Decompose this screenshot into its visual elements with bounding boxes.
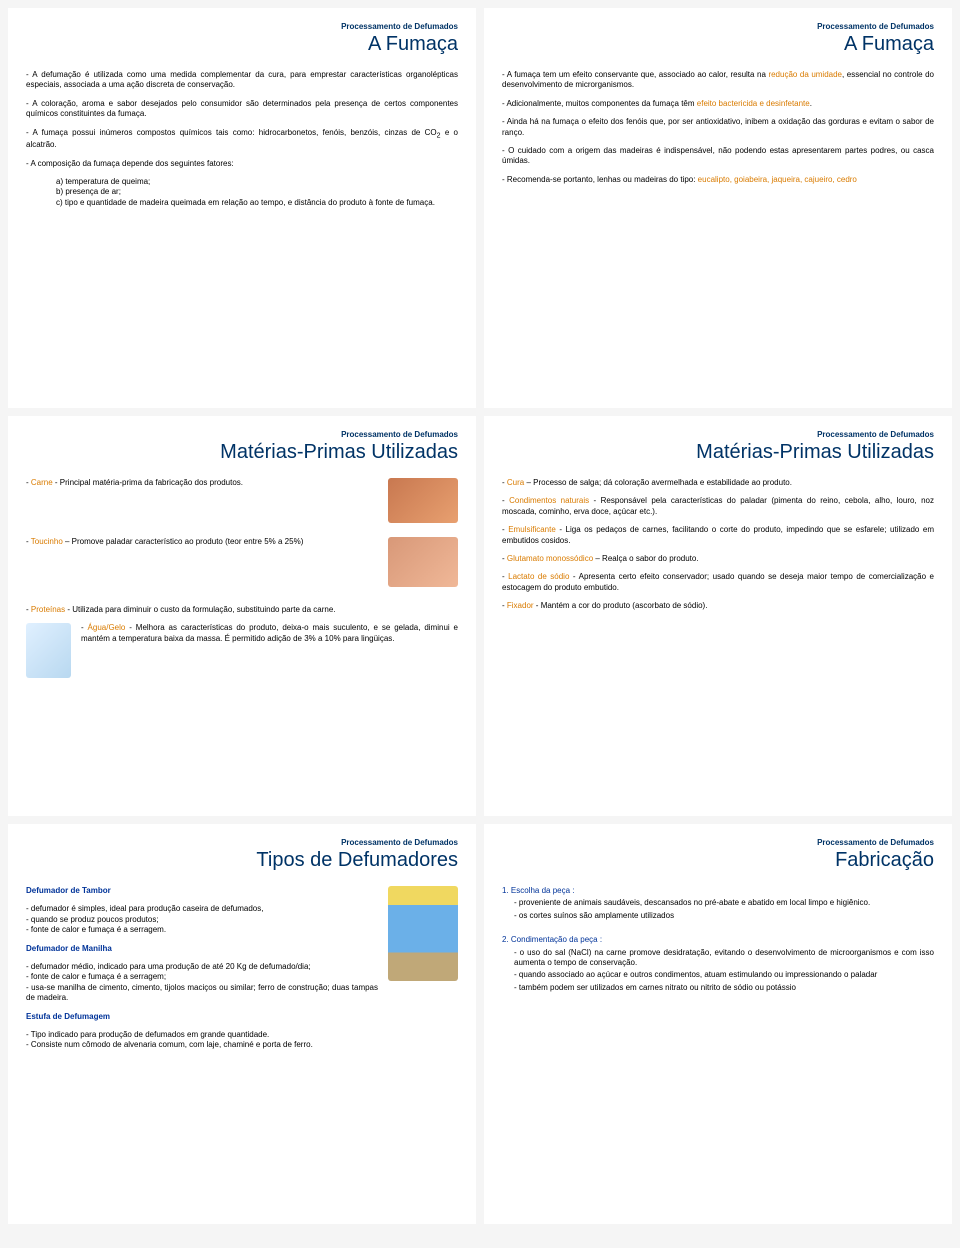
meat-image — [388, 478, 458, 523]
slide-3: Processamento de Defumados Matérias-Prim… — [8, 416, 476, 816]
slide-title: Matérias-Primas Utilizadas — [26, 441, 458, 464]
slide-title: A Fumaça — [502, 33, 934, 56]
paragraph: - A fumaça tem um efeito conservante que… — [502, 70, 934, 91]
slide-content: - A defumação é utilizada como uma medid… — [26, 70, 458, 208]
smoker-image — [388, 886, 458, 981]
paragraph: - Ainda há na fumaça o efeito dos fenóis… — [502, 117, 934, 138]
paragraph: - Proteínas - Utilizada para diminuir o … — [26, 605, 458, 615]
slide-category: Processamento de Defumados — [26, 838, 458, 847]
paragraph: - A defumação é utilizada como uma medid… — [26, 70, 458, 91]
paragraph: - Consiste num cômodo de alvenaria comum… — [26, 1040, 458, 1050]
slide-content: - Cura – Processo de salga; dá coloração… — [502, 478, 934, 612]
slide-header: Processamento de Defumados A Fumaça — [26, 22, 458, 56]
paragraph: - Tipo indicado para produção de defumad… — [26, 1030, 458, 1040]
paragraph: - Glutamato monossódico – Realça o sabor… — [502, 554, 934, 564]
paragraph: - usa-se manilha de cimento, cimento, ti… — [26, 983, 458, 1004]
paragraph: - quando associado ao açúcar e outros co… — [502, 970, 934, 980]
paragraph: - A coloração, aroma e sabor desejados p… — [26, 99, 458, 120]
slide-header: Processamento de Defumados Tipos de Defu… — [26, 838, 458, 872]
slides-grid: Processamento de Defumados A Fumaça - A … — [8, 8, 952, 1224]
slide-2: Processamento de Defumados A Fumaça - A … — [484, 8, 952, 408]
factor-list: a) temperatura de queima; b) presença de… — [26, 177, 458, 208]
slide-title: Fabricação — [502, 849, 934, 872]
slide-category: Processamento de Defumados — [502, 430, 934, 439]
paragraph: - Recomenda-se portanto, lenhas ou madei… — [502, 175, 934, 185]
paragraph: - Adicionalmente, muitos componentes da … — [502, 99, 934, 109]
slide-header: Processamento de Defumados Fabricação — [502, 838, 934, 872]
paragraph: - proveniente de animais saudáveis, desc… — [502, 898, 934, 908]
slide-category: Processamento de Defumados — [26, 430, 458, 439]
slide-title: Tipos de Defumadores — [26, 849, 458, 872]
slide-6: Processamento de Defumados Fabricação 1.… — [484, 824, 952, 1224]
slide-1: Processamento de Defumados A Fumaça - A … — [8, 8, 476, 408]
slide-content: - A fumaça tem um efeito conservante que… — [502, 70, 934, 185]
paragraph: - Lactato de sódio - Apresenta certo efe… — [502, 572, 934, 593]
bacon-image — [388, 537, 458, 587]
paragraph: - Água/Gelo - Melhora as características… — [26, 623, 458, 644]
list-item: a) temperatura de queima; — [56, 177, 458, 187]
paragraph: - Condimentos naturais - Responsável pel… — [502, 496, 934, 517]
slide-5: Processamento de Defumados Tipos de Defu… — [8, 824, 476, 1224]
slide-header: Processamento de Defumados Matérias-Prim… — [26, 430, 458, 464]
heading: 2. Condimentação da peça : — [502, 935, 934, 945]
paragraph: - Cura – Processo de salga; dá coloração… — [502, 478, 934, 488]
slide-category: Processamento de Defumados — [502, 22, 934, 31]
paragraph: - O cuidado com a origem das madeiras é … — [502, 146, 934, 167]
paragraph: - o uso do sal (NaCl) na carne promove d… — [502, 948, 934, 969]
paragraph: - os cortes suínos são amplamente utiliz… — [502, 911, 934, 921]
paragraph: - A composição da fumaça depende dos seg… — [26, 159, 458, 169]
slide-header: Processamento de Defumados A Fumaça — [502, 22, 934, 56]
list-item: b) presença de ar; — [56, 187, 458, 197]
ice-image — [26, 623, 71, 678]
paragraph: - A fumaça possui inúmeros compostos quí… — [26, 128, 458, 151]
heading: Estufa de Defumagem — [26, 1012, 458, 1022]
slide-category: Processamento de Defumados — [26, 22, 458, 31]
slide-content: Defumador de Tambor - defumador é simple… — [26, 886, 458, 1059]
paragraph: - também podem ser utilizados em carnes … — [502, 983, 934, 993]
slide-title: Matérias-Primas Utilizadas — [502, 441, 934, 464]
slide-content: 1. Escolha da peça : - proveniente de an… — [502, 886, 934, 993]
paragraph: - Emulsificante - Liga os pedaços de car… — [502, 525, 934, 546]
slide-4: Processamento de Defumados Matérias-Prim… — [484, 416, 952, 816]
heading: 1. Escolha da peça : — [502, 886, 934, 896]
slide-category: Processamento de Defumados — [502, 838, 934, 847]
slide-header: Processamento de Defumados Matérias-Prim… — [502, 430, 934, 464]
slide-content: - Carne - Principal matéria-prima da fab… — [26, 478, 458, 682]
slide-title: A Fumaça — [26, 33, 458, 56]
list-item: c) tipo e quantidade de madeira queimada… — [56, 198, 458, 208]
paragraph: - Fixador - Mantém a cor do produto (asc… — [502, 601, 934, 611]
